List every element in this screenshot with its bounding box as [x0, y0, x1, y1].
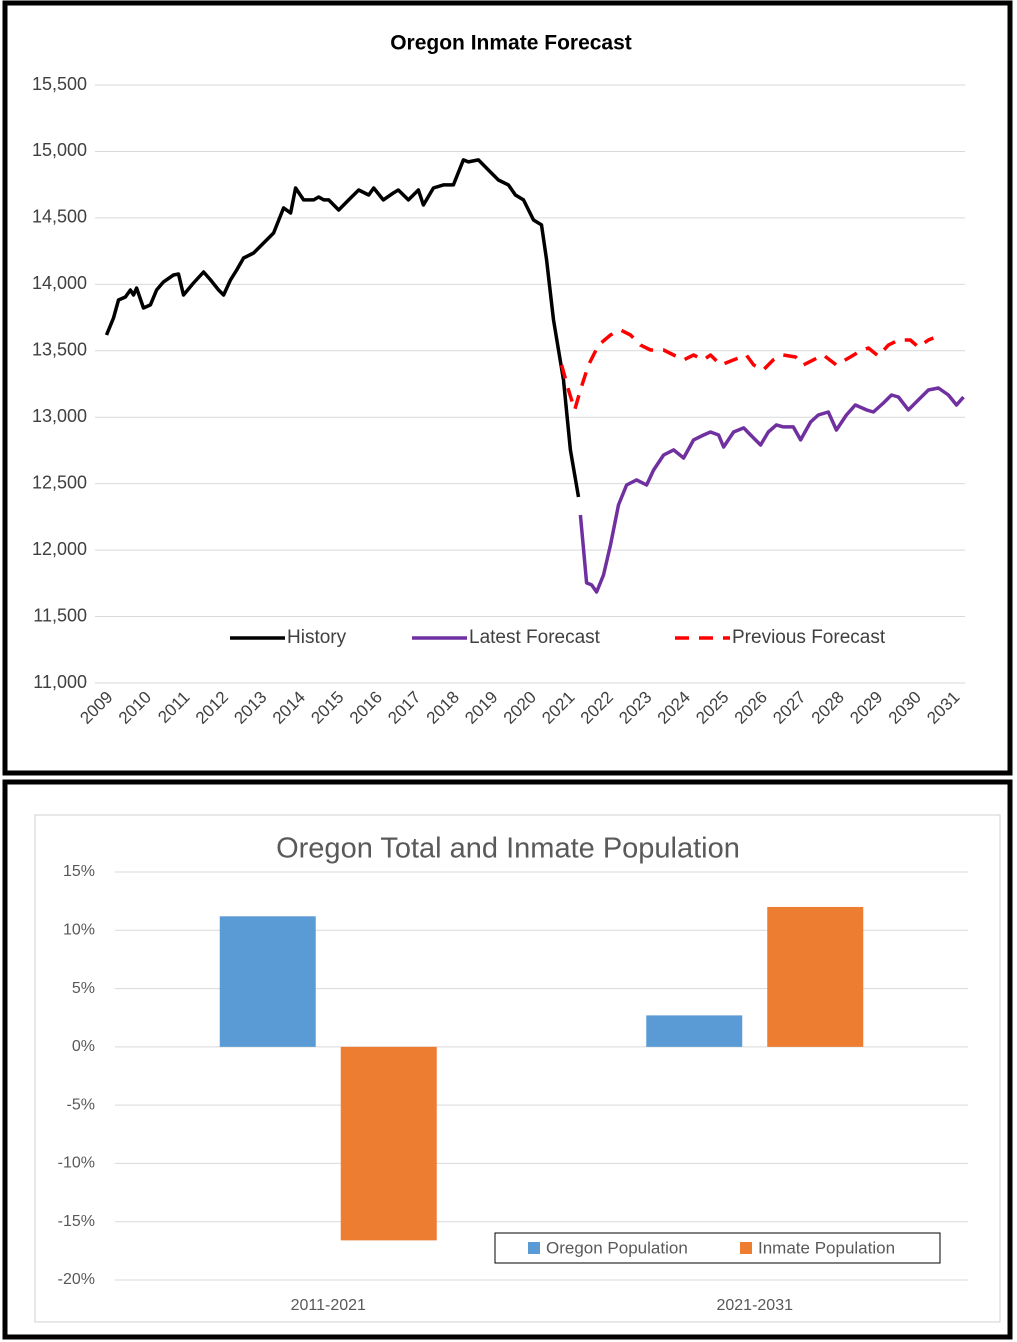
legend-swatch	[528, 1242, 540, 1254]
y-tick-label: 5%	[72, 980, 95, 997]
y-tick-label: 11,000	[33, 672, 87, 692]
legend-label: Latest Forecast	[469, 627, 601, 648]
x-tick-label: 2011-2021	[291, 1297, 366, 1314]
y-tick-label: 12,500	[32, 472, 87, 492]
y-tick-label: 14,500	[32, 207, 87, 227]
bar	[646, 1015, 743, 1047]
y-tick-label: 13,500	[32, 340, 87, 360]
y-tick-label: -15%	[58, 1213, 95, 1230]
series-line	[104, 158, 581, 498]
bar	[219, 916, 316, 1047]
top-frame	[2, 0, 1013, 776]
y-tick-label: -20%	[58, 1271, 95, 1288]
series-line	[578, 386, 965, 594]
y-tick-label: -5%	[67, 1096, 95, 1113]
y-tick-label: 10%	[63, 922, 95, 939]
legend-box	[494, 1232, 941, 1264]
x-tick-label: 2021-2031	[716, 1297, 793, 1314]
series-line	[559, 328, 935, 412]
y-tick-label: 15%	[63, 863, 95, 880]
bar-title: Oregon Total and Inmate Population	[276, 833, 740, 865]
y-tick-label: 13,000	[32, 406, 87, 426]
legend-label: Previous Forecast	[732, 627, 886, 648]
line-title: Oregon Inmate Forecast	[390, 32, 632, 55]
legend-label: History	[287, 627, 347, 648]
y-tick-label: 0%	[72, 1038, 95, 1055]
legend-label: Oregon Population	[546, 1238, 688, 1257]
bar	[767, 906, 864, 1047]
legend-label: Inmate Population	[758, 1238, 895, 1257]
y-tick-label: 14,000	[32, 273, 87, 293]
y-tick-label: 15,500	[32, 74, 87, 94]
y-tick-label: 11,500	[33, 605, 87, 625]
y-tick-label: 15,000	[32, 140, 87, 160]
legend-swatch	[740, 1242, 752, 1254]
y-tick-label: -10%	[58, 1155, 95, 1172]
bar	[340, 1046, 437, 1241]
y-tick-label: 12,000	[32, 539, 87, 559]
